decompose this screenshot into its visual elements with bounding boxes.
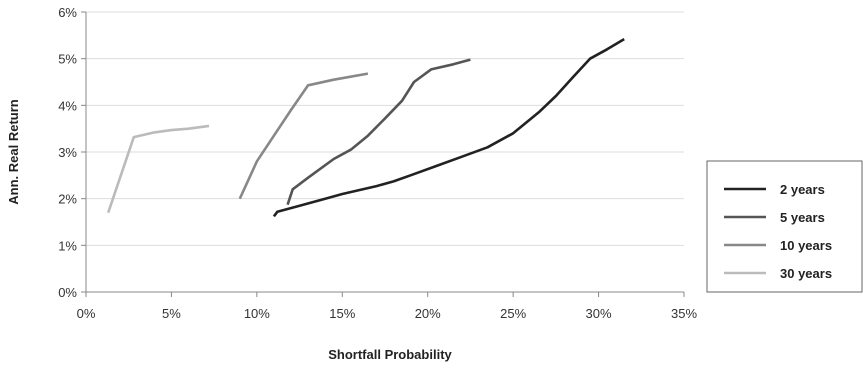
x-tick-label: 30% — [586, 306, 612, 321]
legend-label: 30 years — [780, 266, 832, 281]
x-tick-label: 15% — [329, 306, 355, 321]
y-tick-label: 0% — [58, 285, 77, 300]
x-tick-label: 0% — [77, 306, 96, 321]
x-tick-label: 25% — [500, 306, 526, 321]
x-tick-label: 35% — [671, 306, 697, 321]
legend-label: 2 years — [780, 182, 825, 197]
y-axis-title: Ann. Real Return — [6, 99, 21, 205]
x-tick-label: 5% — [162, 306, 181, 321]
x-tick-label: 10% — [244, 306, 270, 321]
y-tick-label: 6% — [58, 5, 77, 20]
gridlines — [86, 11, 684, 246]
y-tick-labels: 0% 1% 2% 3% 4% 5% 6% — [58, 5, 77, 300]
series-line-2-years — [272, 37, 625, 218]
legend-label: 5 years — [780, 210, 825, 225]
series-line-5-years — [286, 58, 471, 206]
series-line-10-years — [238, 72, 369, 200]
legend-label: 10 years — [780, 238, 832, 253]
legend-box — [706, 160, 863, 293]
axes — [81, 11, 685, 297]
series-lines — [106, 37, 625, 218]
legend: 2 years 5 years 10 years 30 years — [706, 160, 863, 293]
x-tick-label: 20% — [415, 306, 441, 321]
x-axis-title: Shortfall Probability — [328, 347, 452, 362]
y-tick-label: 2% — [58, 192, 77, 207]
x-tick-labels: 0% 5% 10% 15% 20% 25% 30% 35% — [77, 306, 698, 321]
y-tick-label: 4% — [58, 98, 77, 113]
y-tick-label: 3% — [58, 145, 77, 160]
series-line-30-years — [106, 124, 210, 214]
y-tick-label: 1% — [58, 238, 77, 253]
y-tick-label: 5% — [58, 52, 77, 67]
